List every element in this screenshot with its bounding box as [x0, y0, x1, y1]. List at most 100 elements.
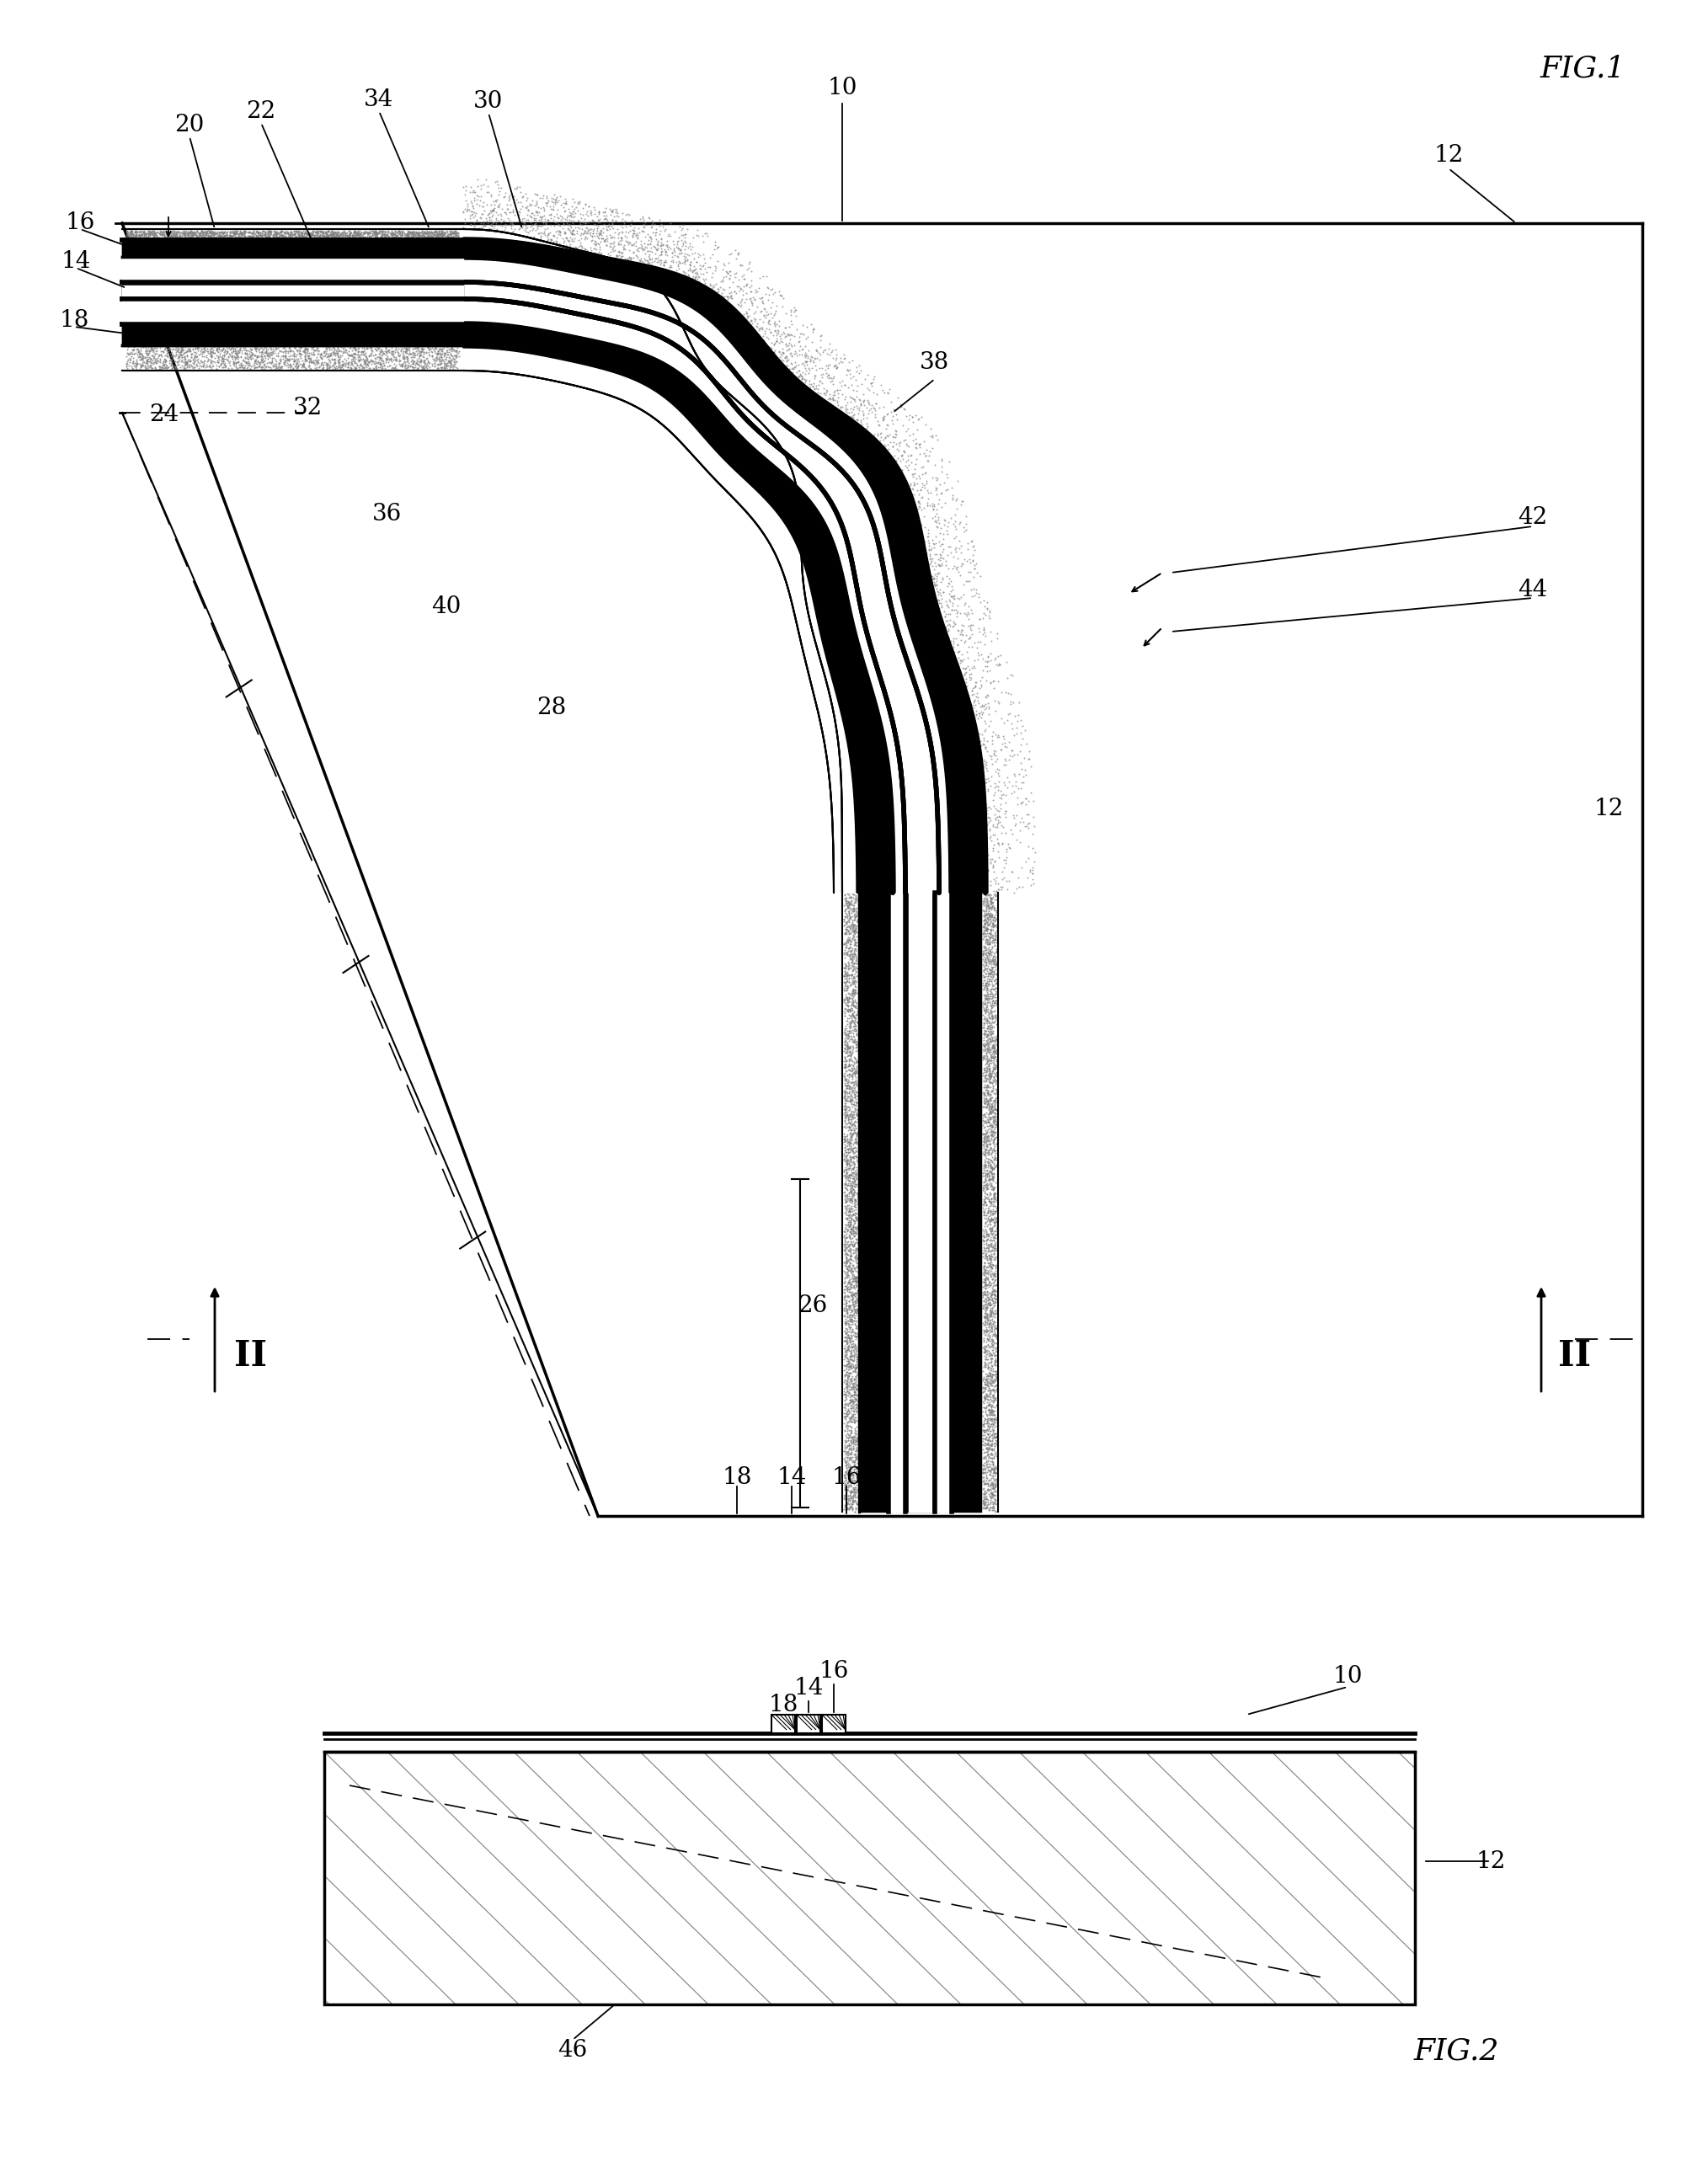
- Point: [931, 1251, 958, 1286]
- Point: [275, 295, 302, 330]
- Point: [782, 443, 810, 478]
- Point: [885, 908, 912, 943]
- Point: [295, 341, 323, 376]
- Point: [225, 350, 253, 384]
- Point: [840, 854, 868, 888]
- Point: [977, 1203, 1004, 1238]
- Point: [979, 986, 1006, 1021]
- Point: [828, 471, 856, 506]
- Point: [114, 295, 142, 330]
- Point: [979, 1403, 1006, 1438]
- Point: [840, 1077, 868, 1112]
- Point: [927, 1216, 955, 1251]
- Point: [840, 1473, 868, 1507]
- Point: [820, 382, 847, 417]
- Point: [488, 332, 516, 367]
- Point: [733, 426, 760, 460]
- Point: [927, 784, 955, 819]
- Point: [272, 287, 299, 321]
- Point: [832, 886, 859, 921]
- Point: [186, 300, 214, 334]
- Point: [888, 1347, 915, 1381]
- Point: [273, 215, 301, 250]
- Point: [437, 215, 465, 250]
- Point: [1016, 775, 1044, 810]
- Point: [929, 1462, 956, 1497]
- Point: [835, 899, 863, 934]
- Point: [885, 1110, 912, 1145]
- Point: [878, 730, 905, 765]
- Point: [842, 1192, 869, 1227]
- Point: [832, 1075, 859, 1110]
- Point: [974, 984, 1001, 1019]
- Point: [844, 560, 871, 595]
- Point: [635, 378, 663, 413]
- Point: [886, 1381, 914, 1416]
- Point: [931, 1360, 958, 1394]
- Point: [888, 645, 915, 680]
- Point: [617, 300, 644, 334]
- Point: [883, 982, 910, 1016]
- Point: [844, 1260, 871, 1295]
- Point: [816, 380, 844, 415]
- Point: [488, 224, 516, 258]
- Point: [705, 317, 733, 352]
- Point: [859, 484, 886, 519]
- Point: [415, 222, 442, 256]
- Point: [326, 241, 354, 276]
- Point: [880, 1301, 907, 1336]
- Point: [832, 1177, 859, 1212]
- Point: [268, 261, 295, 295]
- Point: [432, 295, 459, 330]
- Point: [579, 274, 606, 308]
- Point: [834, 969, 861, 1003]
- Point: [130, 293, 157, 328]
- Point: [885, 686, 912, 721]
- Point: [258, 254, 285, 289]
- Point: [574, 241, 601, 276]
- Point: [273, 341, 301, 376]
- Point: [837, 402, 864, 437]
- Point: [936, 1038, 963, 1073]
- Point: [203, 245, 231, 280]
- Point: [1001, 808, 1028, 843]
- Point: [972, 1149, 999, 1184]
- Point: [318, 300, 345, 334]
- Point: [810, 597, 837, 632]
- Point: [977, 956, 1004, 990]
- Point: [521, 189, 548, 224]
- Point: [974, 1069, 1001, 1103]
- Point: [680, 258, 707, 293]
- Point: [886, 1379, 914, 1414]
- Point: [861, 858, 888, 893]
- Point: [934, 1414, 962, 1449]
- Point: [876, 417, 904, 452]
- Point: [837, 1012, 864, 1047]
- Point: [740, 413, 767, 447]
- Point: [166, 302, 193, 337]
- Point: [840, 1218, 868, 1253]
- Point: [975, 947, 1003, 982]
- Point: [215, 298, 243, 332]
- Point: [880, 1077, 907, 1112]
- Point: [181, 287, 208, 321]
- Point: [781, 395, 808, 430]
- Point: [359, 343, 386, 378]
- Point: [933, 940, 960, 975]
- Point: [336, 350, 364, 384]
- Point: [975, 1323, 1003, 1358]
- Point: [977, 1082, 1004, 1116]
- Point: [861, 639, 888, 673]
- Point: [647, 263, 675, 298]
- Point: [164, 343, 191, 378]
- Point: [835, 1212, 863, 1247]
- Point: [924, 1440, 951, 1475]
- Point: [880, 1399, 907, 1434]
- Point: [217, 219, 244, 254]
- Point: [731, 261, 758, 295]
- Point: [369, 252, 396, 287]
- Point: [984, 834, 1011, 869]
- Point: [975, 602, 1003, 636]
- Point: [311, 337, 338, 371]
- Point: [999, 684, 1027, 719]
